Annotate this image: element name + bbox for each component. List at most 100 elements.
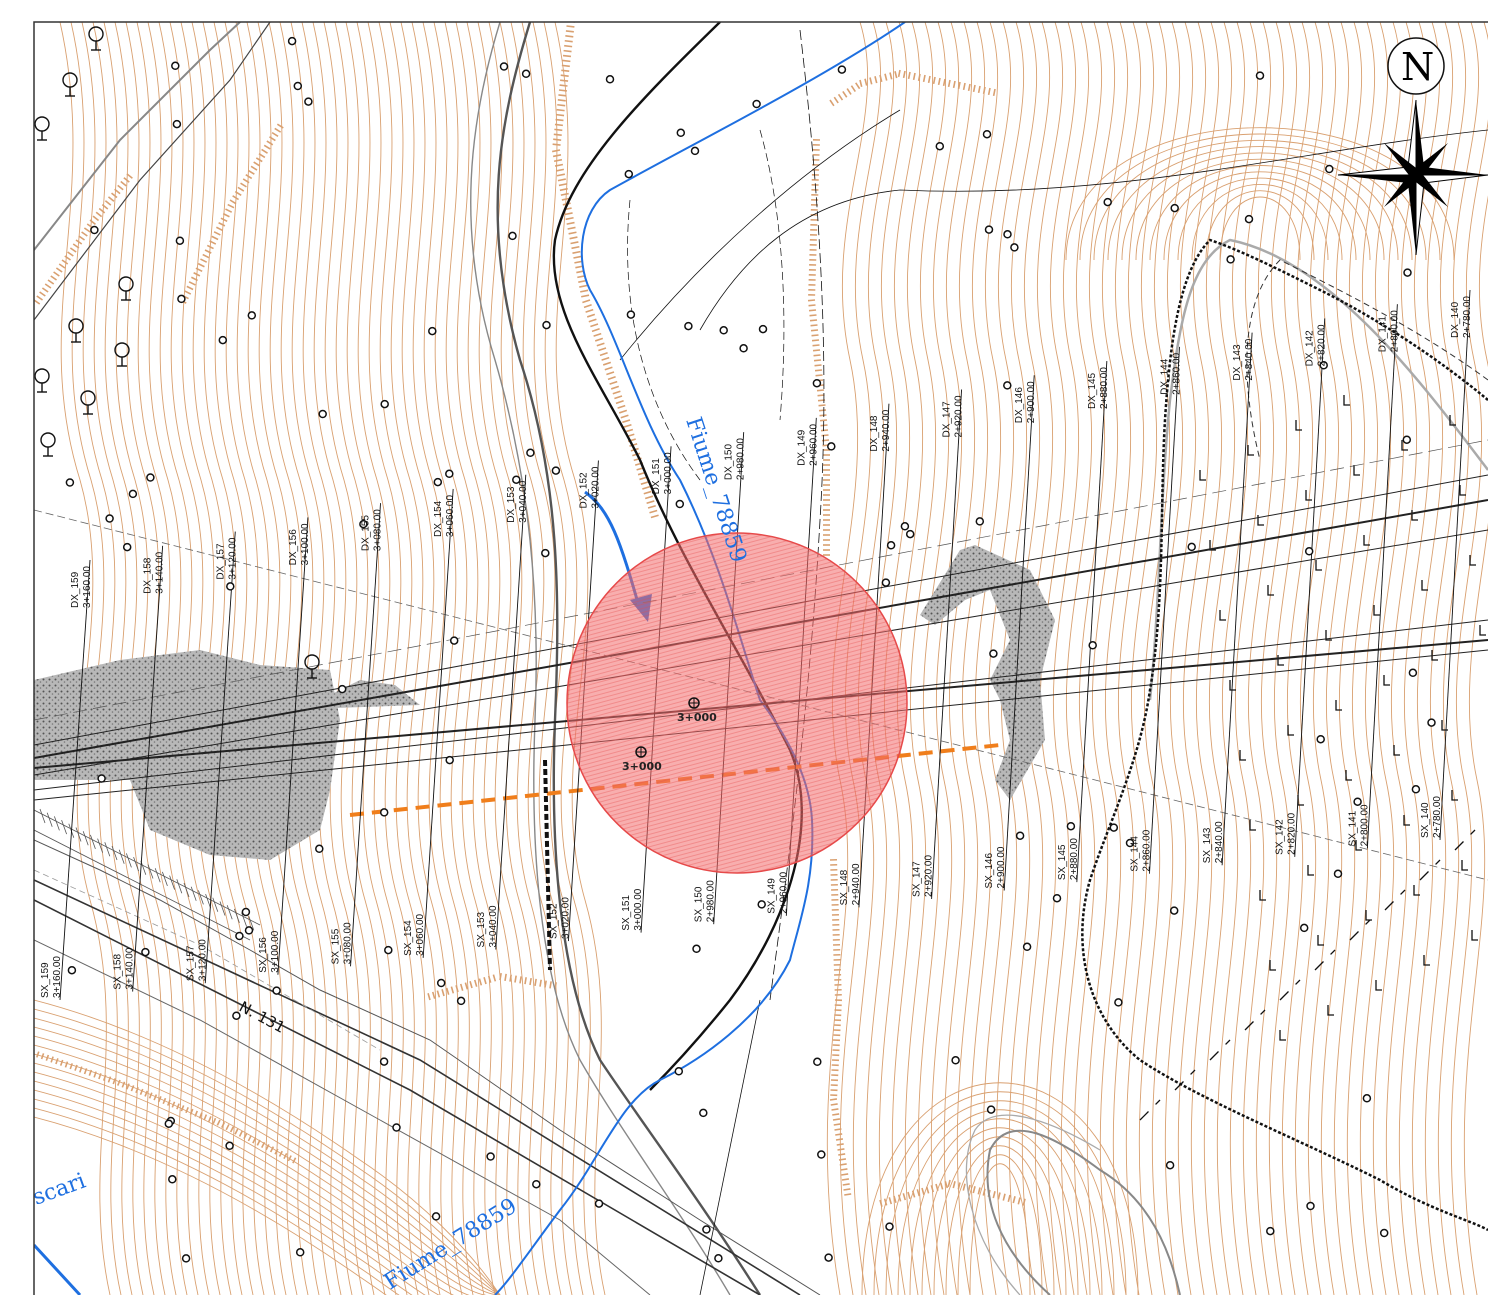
- sx-section-label: SX_1523+020.00: [548, 897, 571, 939]
- survey-point: [1266, 1226, 1275, 1236]
- survey-point: [1169, 906, 1179, 915]
- ditch-symbol: [1355, 840, 1362, 851]
- compass-rose-icon: [1337, 99, 1488, 256]
- dx-section-label: DX_1513+000.00: [651, 452, 674, 494]
- highlight-circle-hatch: [567, 533, 907, 873]
- survey-point: [975, 517, 985, 526]
- ditch-symbol: [1249, 820, 1256, 831]
- survey-point: [1319, 361, 1328, 370]
- survey-point: [532, 1179, 541, 1189]
- sx-section-label: SX_1563+100.00: [258, 930, 281, 972]
- tree-icon: [68, 318, 84, 343]
- survey-point: [702, 1225, 711, 1234]
- survey-point: [1022, 942, 1032, 952]
- cross-section-line: [1221, 332, 1253, 866]
- ditch-dash: [1454, 829, 1476, 851]
- cross-section-line: [132, 545, 164, 992]
- tree-icon: [304, 654, 320, 679]
- cross-section-line: [59, 559, 91, 1001]
- survey-point: [1255, 71, 1265, 80]
- sx-section-label: SX_1553+080.00: [331, 922, 354, 964]
- ditch-symbol: [1327, 1005, 1334, 1016]
- cross-section-line: [1149, 346, 1180, 874]
- survey-point: [1402, 435, 1412, 444]
- survey-point: [837, 65, 847, 74]
- dx-section-label: DX_1533+040.00: [506, 480, 529, 522]
- ditch-symbol: [1335, 700, 1342, 711]
- survey-point: [315, 844, 324, 854]
- sx-section-label: SX_1573+120.00: [185, 939, 208, 981]
- ditch-symbol: [1423, 955, 1430, 966]
- survey-point: [272, 986, 281, 995]
- survey-point: [1306, 1201, 1315, 1211]
- survey-point: [817, 1150, 826, 1159]
- ditch-symbol: [1267, 585, 1274, 596]
- embankment-hatching: [34, 22, 1026, 1207]
- survey-point: [304, 97, 313, 106]
- boundary-line-inner: [1246, 259, 1488, 461]
- survey-point: [449, 636, 459, 645]
- survey-point: [986, 1105, 996, 1114]
- ditch-symbol: [1469, 555, 1476, 566]
- ditch-dash: [1419, 859, 1441, 881]
- ditch-symbol: [1315, 560, 1322, 571]
- ditch-symbol: [1471, 930, 1478, 941]
- sx-section-label: SX_1533+040.00: [476, 905, 499, 947]
- survey-point: [1325, 164, 1334, 174]
- survey-point: [692, 944, 701, 954]
- survey-point: [951, 1056, 960, 1065]
- dx-section-label: DX_1432+840.00: [1232, 338, 1255, 380]
- survey-point: [128, 489, 138, 499]
- ditch-symbol: [1199, 470, 1206, 481]
- survey-point: [1010, 243, 1019, 252]
- tree-icon: [88, 26, 104, 51]
- sx-section-label: SX_1452+880.00: [1057, 838, 1080, 880]
- ditch-symbol: [1459, 485, 1466, 496]
- survey-point: [1379, 1228, 1389, 1238]
- dx-section-label: DX_1412+800.00: [1377, 310, 1400, 352]
- ditch-symbol: [1295, 420, 1302, 431]
- survey-point: [1103, 197, 1112, 207]
- ditch-symbol: [1461, 860, 1468, 871]
- sx-section-label: SX_1462+900.00: [984, 846, 1007, 888]
- survey-point: [989, 649, 998, 658]
- survey-point: [885, 1222, 894, 1231]
- survey-point: [122, 542, 132, 552]
- sx-section-label: SX_1492+960.00: [766, 871, 789, 913]
- tree-icon: [80, 390, 96, 415]
- survey-point: [526, 448, 535, 458]
- survey-point: [542, 320, 551, 330]
- ditch-symbol: [1431, 650, 1438, 661]
- survey-point: [984, 225, 994, 234]
- survey-point: [551, 466, 561, 475]
- dx-section-label: DX_1482+940.00: [869, 409, 892, 451]
- ditch-dash: [1314, 949, 1336, 971]
- sx-section-label: SX_1543+060.00: [403, 913, 426, 955]
- chainage-marker-sx: 3+000: [622, 746, 662, 773]
- survey-point: [168, 1175, 177, 1184]
- survey-point: [674, 1067, 684, 1076]
- sx-section-label: SX_1513+000.00: [621, 888, 644, 930]
- ditch-symbol: [1247, 445, 1254, 456]
- survey-points: [65, 36, 1436, 1263]
- ditch-symbol: [1401, 440, 1408, 451]
- survey-point: [900, 522, 910, 531]
- survey-point: [379, 1057, 389, 1066]
- survey-point: [1353, 797, 1362, 806]
- survey-point: [436, 978, 446, 988]
- survey-point: [739, 344, 748, 353]
- survey-point: [881, 578, 891, 587]
- sx-section-label: SX_1583+140.00: [113, 947, 136, 989]
- survey-point: [445, 469, 454, 479]
- tree-icon: [118, 276, 134, 301]
- survey-point: [1411, 785, 1421, 794]
- tree-icon: [34, 116, 50, 141]
- dx-section-label: DX_1442+860.00: [1159, 352, 1182, 394]
- cross-section-line: [1366, 304, 1398, 849]
- ditch-symbol: [1375, 980, 1382, 991]
- cross-section-line: [277, 517, 309, 975]
- survey-point: [456, 996, 466, 1006]
- survey-point: [241, 907, 251, 917]
- sx-section-label: SX_1593+160.00: [40, 956, 63, 998]
- survey-point: [982, 129, 992, 139]
